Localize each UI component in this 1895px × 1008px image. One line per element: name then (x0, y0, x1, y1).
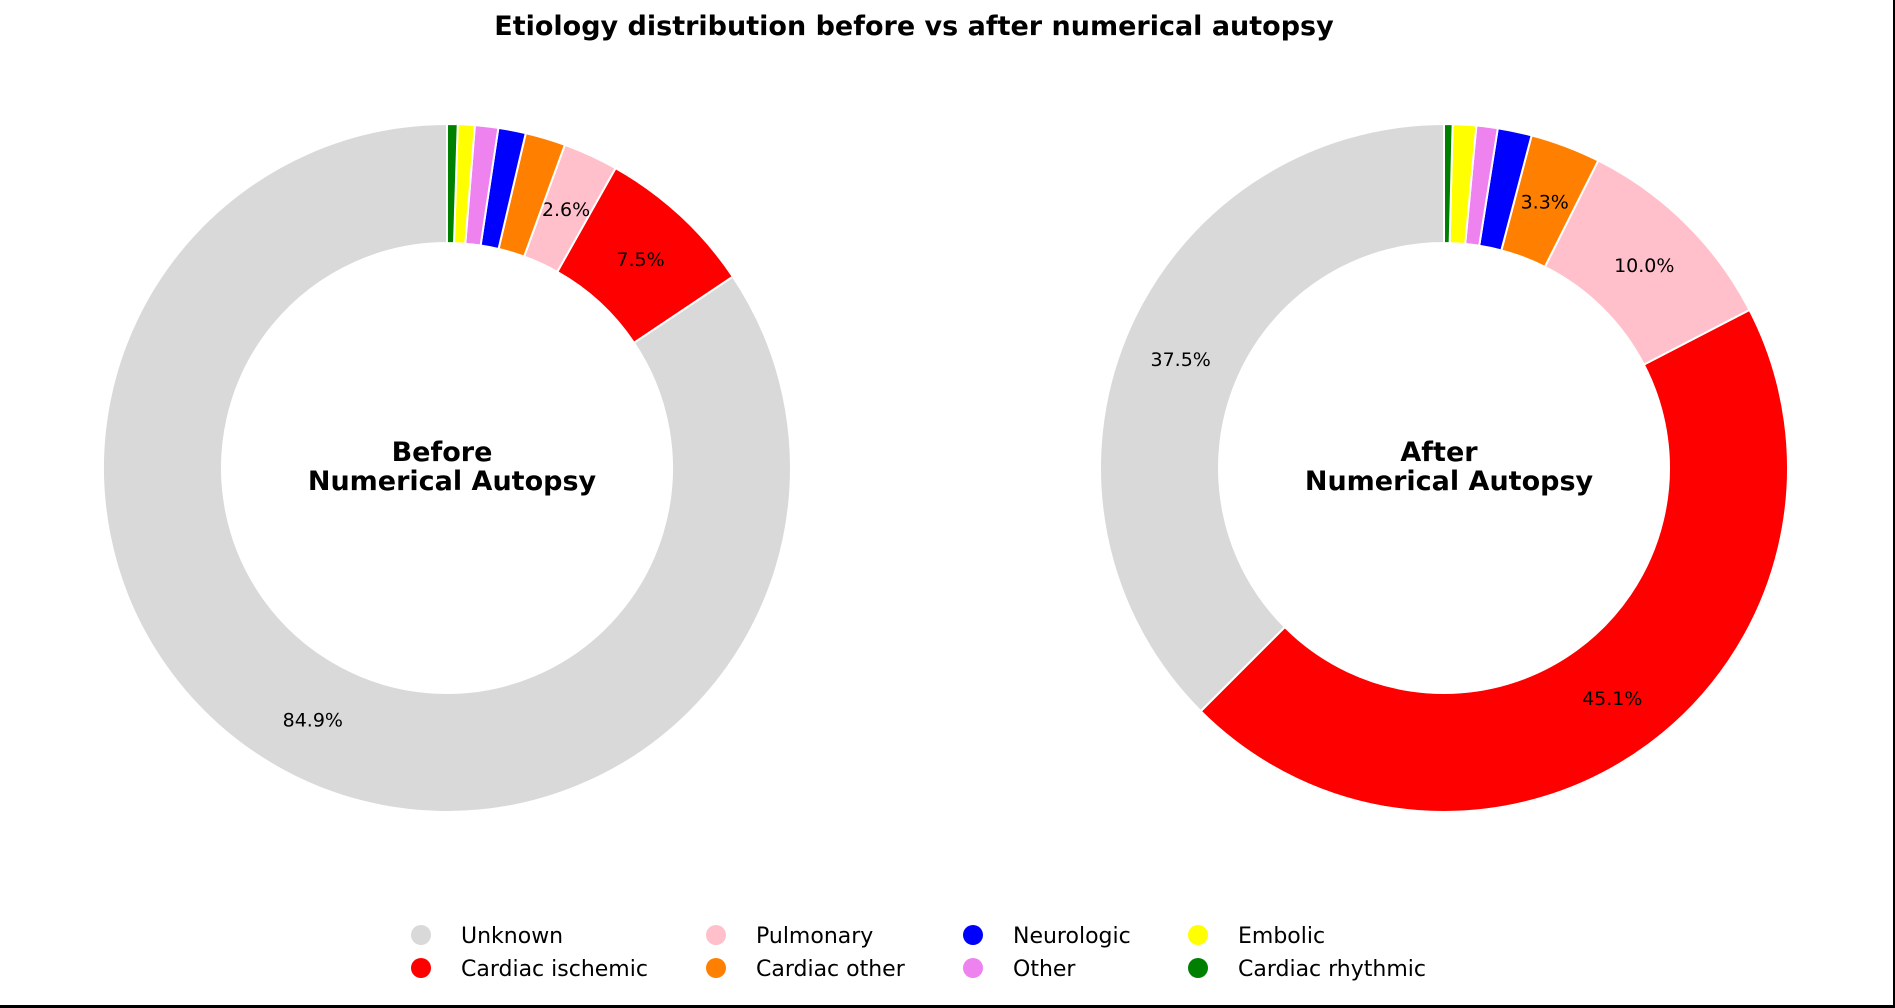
legend-label-embolic: Embolic (1238, 924, 1325, 949)
legend-label-other: Other (1013, 957, 1076, 982)
before-label-pulmonary: 2.6% (542, 199, 590, 221)
legend-marker-other (963, 958, 983, 978)
chart-title: Etiology distribution before vs after nu… (494, 11, 1334, 42)
before-center-label-line1: Before (392, 437, 493, 468)
before-label-unknown: 84.9% (283, 709, 343, 731)
before-slice-unknown (102, 122, 792, 813)
after-label-cardiac-ischemic: 45.1% (1582, 688, 1642, 710)
legend-marker-neurologic (963, 925, 983, 945)
before-slice-cardiac-rhythmic (446, 122, 459, 245)
legend-marker-cardiac-rhythmic (1188, 958, 1208, 978)
legend-marker-cardiac-other (706, 958, 726, 978)
legend-label-unknown: Unknown (461, 924, 563, 949)
after-slice-cardiac-ischemic (1199, 308, 1789, 813)
before-center-label-line2: Numerical Autopsy (308, 466, 597, 497)
after-slice-unknown (1099, 122, 1445, 713)
after-label-pulmonary: 10.0% (1614, 255, 1674, 277)
after-center-label-line2: Numerical Autopsy (1305, 466, 1594, 497)
legend-label-cardiac-other: Cardiac other (756, 957, 906, 982)
legend: Unknown Cardiac ischemic Pulmonary Cardiac … (411, 924, 1426, 982)
legend-marker-embolic (1188, 925, 1208, 945)
after-label-cardiac-other: 3.3% (1521, 191, 1569, 213)
legend-label-cardiac-ischemic: Cardiac ischemic (461, 957, 648, 982)
legend-label-neurologic: Neurologic (1013, 924, 1131, 949)
after-slice-cardiac-rhythmic (1443, 122, 1454, 245)
legend-marker-unknown (411, 925, 431, 945)
legend-marker-cardiac-ischemic (411, 958, 431, 978)
after-center-label-line1: After (1400, 437, 1478, 468)
legend-label-pulmonary: Pulmonary (756, 924, 873, 949)
legend-marker-pulmonary (706, 925, 726, 945)
legend-label-cardiac-rhythmic: Cardiac rhythmic (1238, 957, 1426, 982)
after-label-unknown: 37.5% (1151, 349, 1211, 371)
before-label-cardiac-ischemic: 7.5% (616, 249, 664, 271)
